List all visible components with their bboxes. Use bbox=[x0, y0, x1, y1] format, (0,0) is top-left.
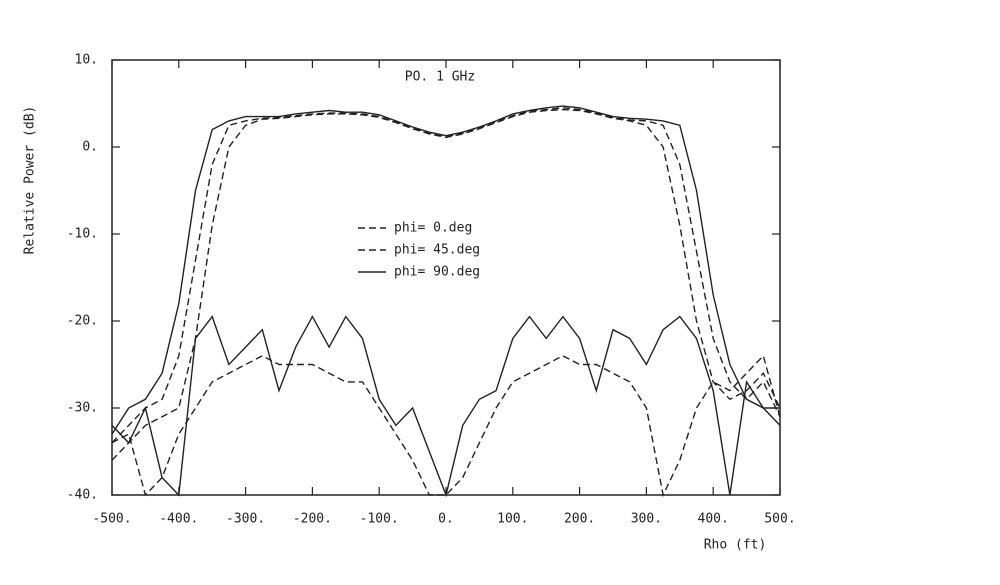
y-tick-label: -30. bbox=[67, 401, 98, 416]
x-tick-label: -200. bbox=[293, 512, 332, 527]
series-line bbox=[111, 107, 781, 444]
x-tick-label: -100. bbox=[360, 512, 399, 527]
x-tick-label: 400. bbox=[698, 512, 729, 527]
y-tick-label: 10. bbox=[75, 53, 98, 68]
series-line bbox=[111, 315, 780, 498]
x-tick-label: -300. bbox=[226, 512, 265, 527]
x-tick-label: 100. bbox=[497, 512, 528, 527]
y-axis-label: Relative Power (dB) bbox=[23, 106, 38, 255]
y-tick-label: -20. bbox=[67, 314, 98, 329]
y-tick-label: -40. bbox=[67, 488, 98, 503]
x-tick-label: 500. bbox=[764, 512, 795, 527]
series-line bbox=[111, 105, 781, 435]
x-tick-label: -400. bbox=[159, 512, 198, 527]
x-tick-label: 200. bbox=[564, 512, 595, 527]
x-axis-label: Rho (ft) bbox=[704, 538, 767, 553]
legend-label: phi= 0.deg bbox=[394, 221, 472, 236]
series-line bbox=[111, 108, 781, 461]
legend-label: phi= 90.deg bbox=[394, 265, 480, 280]
x-tick-label: -500. bbox=[92, 512, 131, 527]
y-tick-label: -10. bbox=[67, 227, 98, 242]
chart-title: PO. 1 GHz bbox=[405, 70, 475, 85]
y-tick-label: 0. bbox=[82, 140, 98, 155]
x-tick-label: 300. bbox=[631, 512, 662, 527]
legend-label: phi= 45.deg bbox=[394, 243, 480, 258]
x-tick-label: 0. bbox=[438, 512, 454, 527]
